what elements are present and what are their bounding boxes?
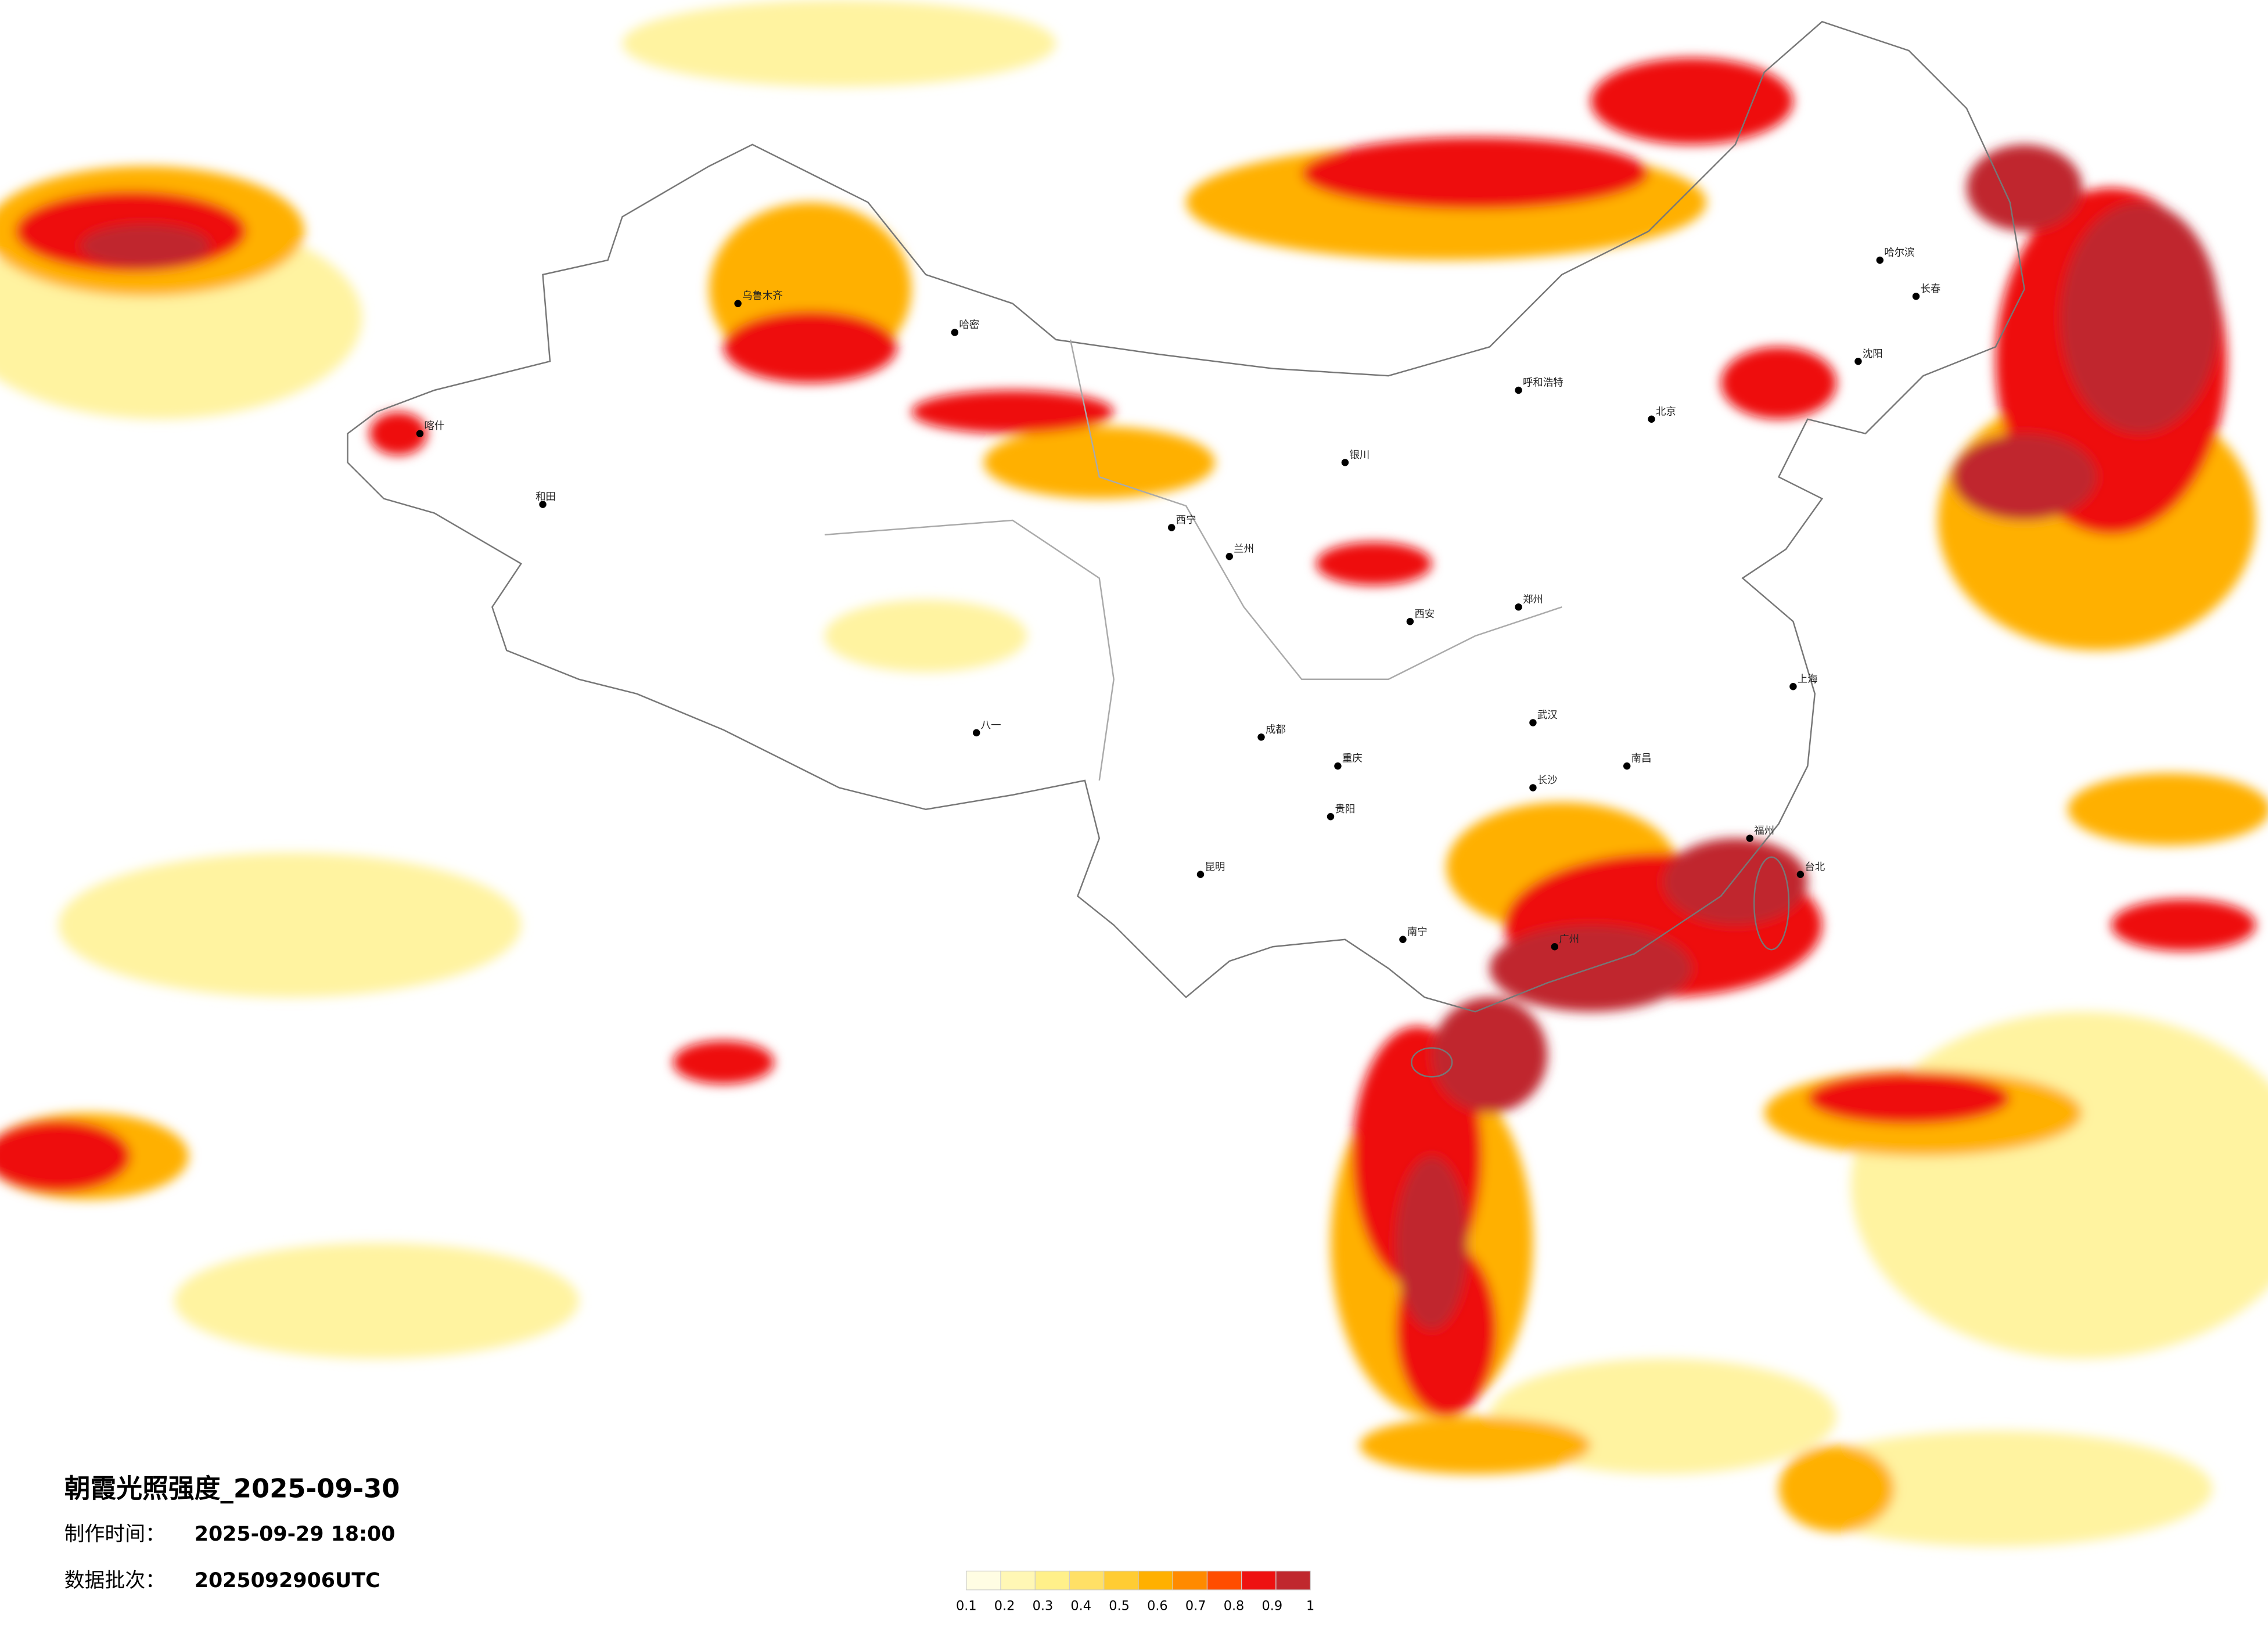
city-label: 郑州 <box>1523 594 1543 606</box>
made-time: 2025-09-29 18:00 <box>195 1523 396 1546</box>
city-label: 西安 <box>1414 609 1435 620</box>
legend-tick-label: 0.1 <box>956 1599 977 1614</box>
city-label: 武汉 <box>1537 710 1558 721</box>
city-labels: 北京 上海 广州 成都 重庆 武汉 西安 郑州 长沙 南昌 福州 昆明 贵阳 南… <box>424 247 1940 945</box>
legend-tick-label: 0.3 <box>1033 1599 1054 1614</box>
legend-tick-label: 0.9 <box>1262 1599 1283 1614</box>
city-label: 成都 <box>1266 724 1286 736</box>
legend-swatch <box>1069 1570 1105 1591</box>
legend-swatch <box>1104 1570 1139 1591</box>
city-label: 呼和浩特 <box>1523 377 1563 389</box>
city-label: 哈尔滨 <box>1884 247 1914 259</box>
legend-tick-label: 1 <box>1306 1599 1314 1614</box>
city-label: 长沙 <box>1537 775 1558 786</box>
city-label: 上海 <box>1798 674 1818 685</box>
title: 朝霞光照强度_2025-09-30 <box>64 1473 400 1503</box>
legend-tick-label: 0.7 <box>1185 1599 1206 1614</box>
city-label: 兰州 <box>1234 544 1254 555</box>
legend-swatch <box>966 1570 1001 1591</box>
legend-tick-label: 0.8 <box>1224 1599 1245 1614</box>
batch-label: 数据批次： <box>64 1569 166 1592</box>
legend-swatch <box>1241 1570 1277 1591</box>
city-label: 乌鲁木齐 <box>742 290 783 302</box>
city-label: 南宁 <box>1407 926 1428 938</box>
city-label: 重庆 <box>1342 753 1363 765</box>
city-label: 八一 <box>981 720 1001 731</box>
city-label: 南昌 <box>1631 753 1652 765</box>
city-label: 贵阳 <box>1335 804 1355 815</box>
batch: 2025092906UTC <box>195 1569 380 1592</box>
made-label: 制作时间： <box>64 1523 166 1546</box>
city-label: 银川 <box>1349 449 1370 461</box>
city-label: 广州 <box>1559 934 1579 945</box>
city-label: 哈密 <box>959 319 979 331</box>
country-border <box>347 20 2025 1078</box>
legend-tick-label: 0.2 <box>994 1599 1015 1614</box>
city-dots <box>416 256 1920 951</box>
city-label: 福州 <box>1754 825 1774 837</box>
city-label: 北京 <box>1656 406 1676 418</box>
legend-tick-label: 0.6 <box>1147 1599 1168 1614</box>
heat-field <box>0 0 2268 1547</box>
city-label: 沈阳 <box>1863 348 1883 360</box>
legend-swatch <box>1206 1570 1242 1591</box>
legend-swatch <box>1034 1570 1070 1591</box>
city-label: 长春 <box>1920 283 1940 295</box>
legend-swatch <box>1138 1570 1173 1591</box>
city-label: 台北 <box>1805 861 1825 873</box>
city-label: 昆明 <box>1205 861 1225 873</box>
city-label: 西宁 <box>1176 515 1196 526</box>
legend: 0.1 0.2 0.3 0.4 0.5 0.6 0.7 0.8 0.9 1 <box>956 1570 1314 1614</box>
city-label: 喀什 <box>424 420 444 432</box>
legend-tick-label: 0.5 <box>1109 1599 1130 1614</box>
legend-swatch <box>1000 1570 1036 1591</box>
legend-swatch <box>1172 1570 1208 1591</box>
legend-tick-label: 0.4 <box>1070 1599 1091 1614</box>
legend-swatch <box>1275 1570 1311 1591</box>
city-label: 和田 <box>535 491 556 503</box>
